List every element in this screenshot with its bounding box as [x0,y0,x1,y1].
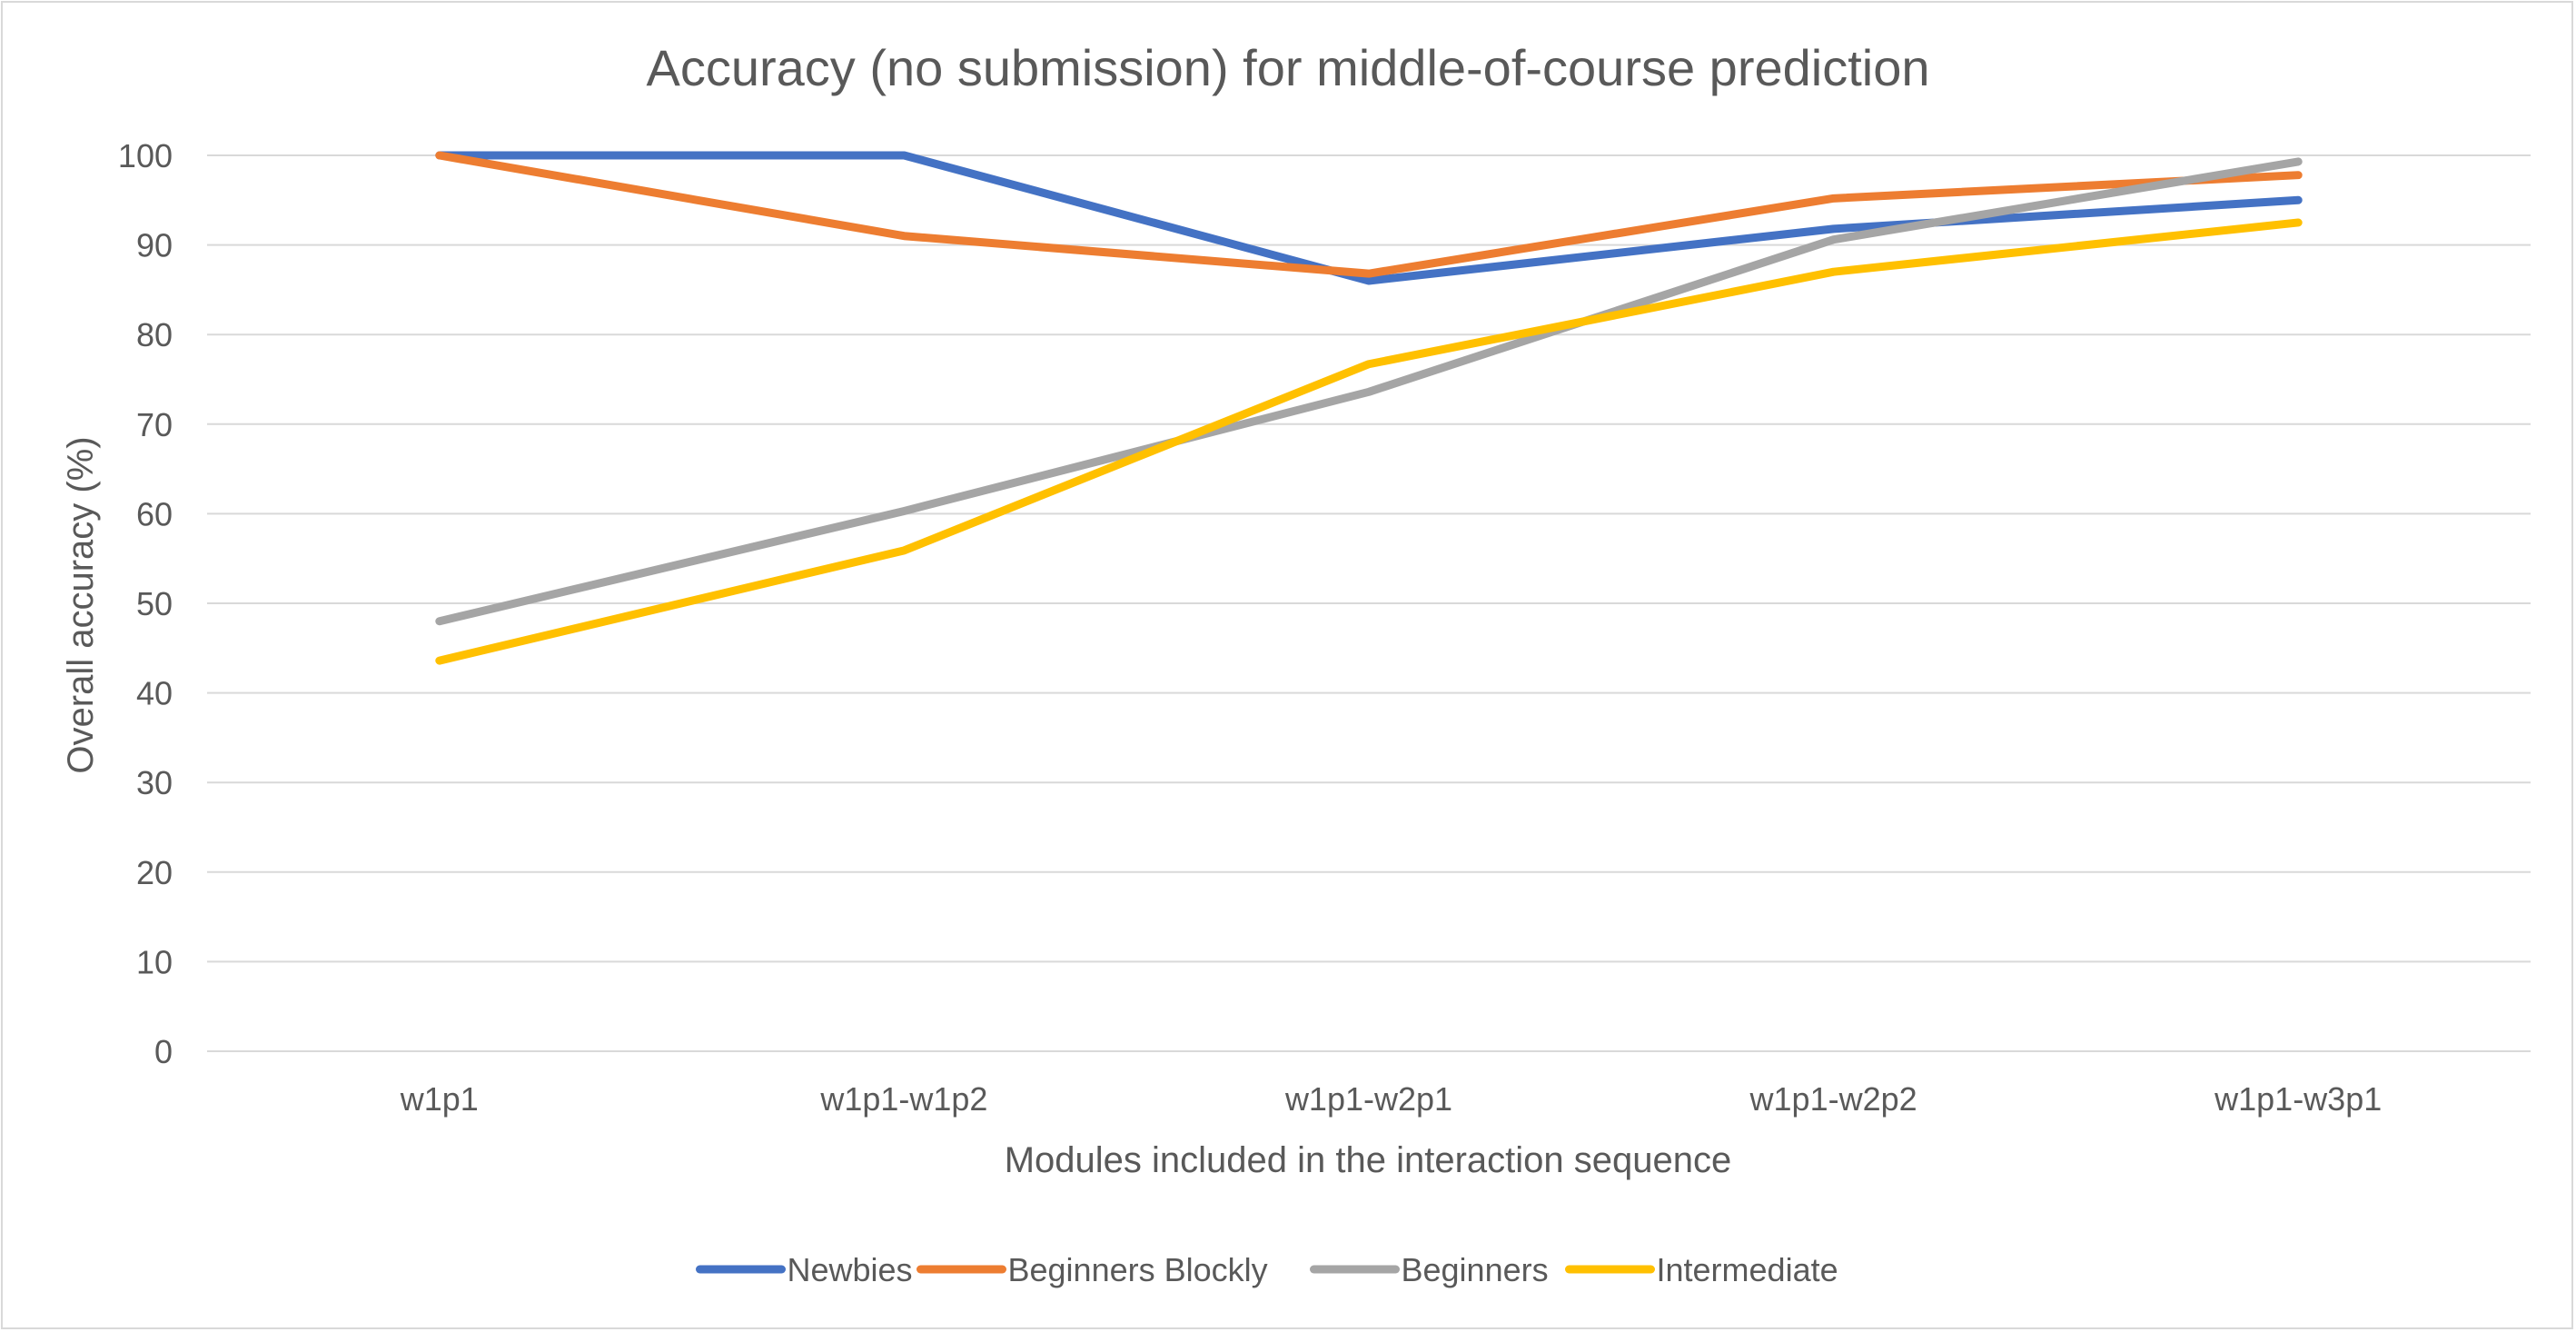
legend: Newbies Beginners Blockly Beginners Interme… [696,1251,1838,1288]
x-tick-label: w1p1-w1p2 [819,1080,987,1118]
x-tick-label: w1p1-w2p1 [1284,1080,1452,1118]
y-tick-label: 50 [136,585,173,622]
series-line-beginners [435,157,2303,626]
y-axis-label: Overall accuracy (%) [61,436,101,773]
y-tick-label: 30 [136,764,173,801]
legend-label: Intermediate [1657,1251,1838,1288]
legend-label: Beginners [1402,1251,1549,1288]
y-tick-label: 100 [118,137,173,174]
x-axis-ticks: w1p1 w1p1-w1p2 w1p1-w2p1 w1p1-w2p2 w1p1-w3p1 [400,1080,2382,1118]
y-tick-label: 10 [136,943,173,980]
x-tick-label: w1p1 [400,1080,479,1118]
y-axis-ticks: 0 10 20 30 40 50 60 70 80 90 100 [118,137,173,1070]
y-tick-label: 80 [136,316,173,353]
series-line-newbies [435,151,2303,285]
y-tick-label: 70 [136,406,173,443]
y-tick-label: 20 [136,854,173,891]
series-line-beginners-blockly [435,151,2303,278]
x-tick-label: w1p1-w2p2 [1749,1080,1917,1118]
series-line-intermediate [435,218,2303,665]
x-axis-label: Modules included in the interaction sequ… [1005,1140,1732,1180]
y-tick-label: 60 [136,495,173,532]
legend-label: Newbies [788,1251,913,1288]
y-tick-label: 40 [136,675,173,712]
legend-label: Beginners Blockly [1008,1251,1268,1288]
x-tick-label: w1p1-w3p1 [2214,1080,2382,1118]
y-tick-label: 0 [154,1033,173,1070]
series-lines [435,151,2303,665]
gridlines [207,154,2531,1052]
chart-title: Accuracy (no submission) for middle-of-c… [647,39,1930,96]
y-tick-label: 90 [136,227,173,264]
